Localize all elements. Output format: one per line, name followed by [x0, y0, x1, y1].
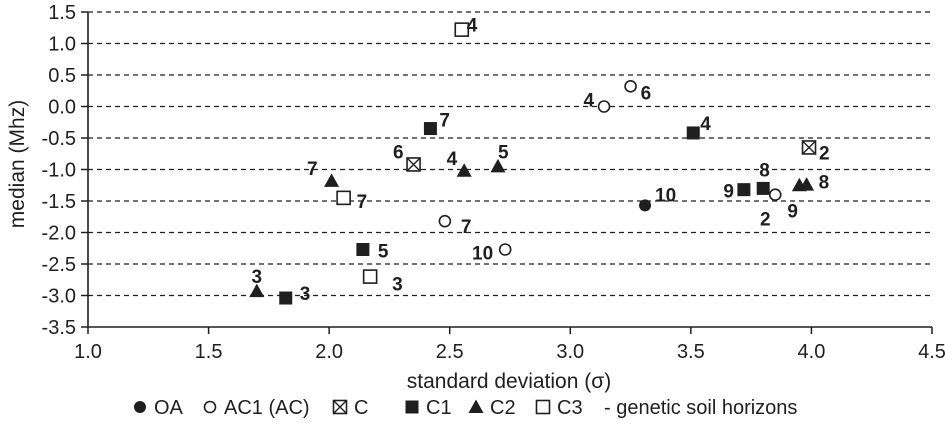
data-point — [639, 199, 652, 212]
legend-label: OA — [154, 397, 184, 419]
data-point — [423, 122, 437, 136]
point-label: 8 — [819, 173, 830, 194]
data-point — [456, 163, 472, 177]
x-tick-label: 3.5 — [677, 341, 705, 363]
data-point — [597, 100, 611, 113]
point-label: 2 — [760, 210, 771, 231]
data-point — [324, 173, 340, 187]
x-tick-label: 1.5 — [195, 341, 223, 363]
legend-marker — [203, 400, 217, 414]
y-tick-label: -0.5 — [42, 128, 76, 150]
legend-label: C1 — [426, 397, 452, 419]
y-tick-label: -3.5 — [42, 317, 76, 339]
point-label: 10 — [472, 244, 493, 265]
x-tick-label: 1.0 — [74, 341, 102, 363]
x-tick-label: 4.5 — [918, 341, 945, 363]
y-tick-label: 1.5 — [48, 2, 76, 24]
legend-label: C — [354, 397, 368, 419]
point-label: 5 — [498, 142, 509, 163]
data-point — [336, 190, 351, 206]
y-tick-labels: 1.5 1.0 0.5 0.0 -0.5 -1.0 -1.5 -2.0 -2.5 -3.0 -3.5 — [42, 2, 76, 339]
legend-marker — [468, 399, 484, 413]
point-label: 7 — [357, 192, 368, 213]
x-tick-label: 3.0 — [556, 341, 584, 363]
point-label: 9 — [787, 201, 798, 222]
data-point — [356, 243, 370, 257]
x-tick-label: 4.0 — [798, 341, 826, 363]
point-label: 4 — [467, 16, 478, 37]
gridlines — [88, 11, 932, 297]
point-label: 6 — [393, 142, 404, 163]
y-tick-label: -1.5 — [42, 191, 76, 213]
data-point — [490, 158, 506, 173]
y-tick-label: 0.5 — [48, 65, 76, 87]
legend-marker — [405, 400, 419, 414]
y-tick-label: -1.0 — [42, 160, 76, 182]
point-label: 6 — [641, 83, 652, 104]
data-point — [498, 243, 512, 256]
x-tick-labels: 1.0 1.5 2.0 2.5 3.0 3.5 4.0 4.5 — [74, 341, 945, 363]
legend-marker — [535, 399, 551, 415]
point-label: 2 — [819, 143, 830, 164]
data-point — [624, 80, 637, 93]
y-tick-label: 0.0 — [48, 97, 76, 119]
legend-marker — [134, 401, 146, 413]
legend-marker — [332, 399, 348, 415]
point-label: 10 — [655, 185, 676, 206]
data-point — [737, 183, 751, 197]
data-point — [756, 181, 770, 195]
legend-label: AC1 (AC) — [224, 397, 310, 419]
marker-cross — [406, 157, 421, 172]
point-label: 4 — [583, 91, 594, 112]
point-label: 7 — [461, 217, 472, 238]
data-point — [249, 283, 265, 298]
point-label: 5 — [378, 242, 389, 263]
data-point — [768, 188, 782, 201]
legend-label: C3 — [557, 397, 583, 419]
legend: OA AC1 (AC) C C1 C2 C3 - genetic soil horizons — [134, 397, 797, 419]
point-label: 4 — [700, 114, 711, 135]
point-label: 7 — [307, 159, 318, 180]
legend-suffix: - genetic soil horizons — [604, 397, 797, 419]
marker-cross — [802, 140, 817, 155]
y-tick-label: -2.5 — [42, 254, 76, 276]
data-points — [249, 22, 817, 305]
y-tick-label: -2.0 — [42, 223, 76, 245]
data-point — [362, 269, 378, 284]
data-point — [438, 214, 452, 228]
x-axis-title: standard deviation (σ) — [407, 370, 611, 393]
point-label: 3 — [392, 275, 403, 296]
data-point — [799, 177, 815, 191]
data-point — [801, 140, 817, 155]
marker-cross — [333, 400, 347, 414]
y-tick-label: 1.0 — [48, 34, 76, 56]
point-label: 9 — [723, 182, 734, 203]
legend-label: C2 — [490, 397, 516, 419]
data-point — [406, 157, 421, 172]
x-tick-label: 2.5 — [436, 341, 464, 363]
point-label: 3 — [252, 267, 263, 288]
axes — [81, 11, 933, 334]
y-axis-title: median (Mhz) — [6, 100, 29, 228]
data-point — [279, 291, 293, 305]
data-point — [686, 126, 700, 140]
point-label: 4 — [447, 149, 458, 170]
x-tick-label: 2.0 — [315, 341, 343, 363]
data-point — [454, 22, 470, 37]
y-tick-label: -3.0 — [42, 286, 76, 308]
point-label: 3 — [300, 284, 311, 305]
point-label: 8 — [759, 160, 770, 181]
point-label: 7 — [439, 111, 450, 132]
